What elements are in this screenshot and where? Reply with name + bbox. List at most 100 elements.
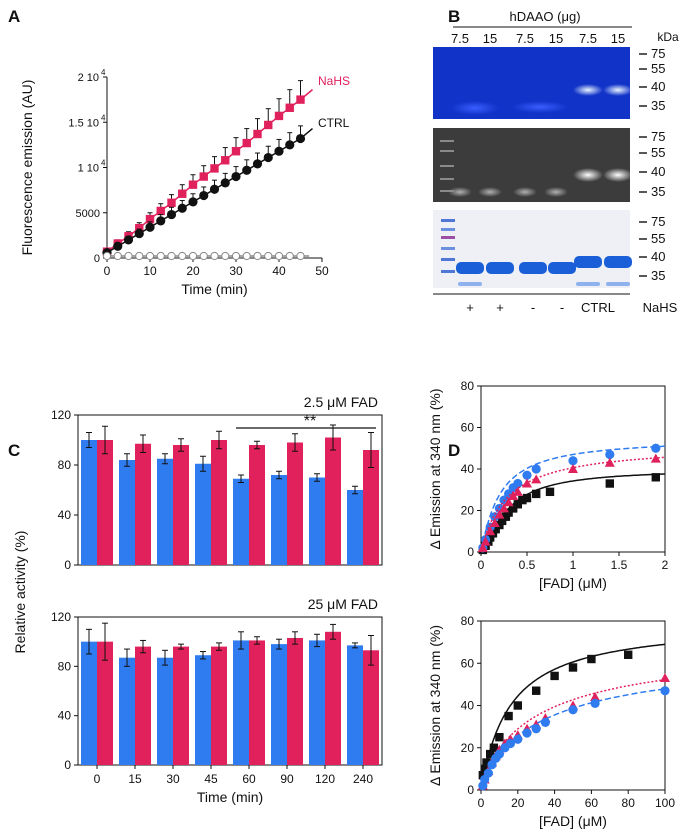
fad-annotation: 25 μM FAD [308,596,378,612]
ladder-band [441,219,455,222]
data-point [199,172,208,181]
y-tick-label: 40 [58,709,72,723]
gel-band [604,256,632,268]
bar-chart-frame [77,414,383,566]
gel-band [512,101,568,113]
bar-ctrl [81,440,97,565]
data-point [296,251,305,261]
data-point [221,156,230,165]
ladder-band [441,258,455,261]
x-tick-label: 20 [511,796,525,810]
data-point [166,209,177,220]
data-point [210,251,219,261]
data-point [605,449,615,460]
gel-band-bright [603,168,633,182]
x-tick-label: 100 [655,796,675,810]
data-point [156,216,166,226]
data-point [178,189,187,198]
y-tick-exponent: 4 [101,159,106,168]
data-point [545,487,555,497]
y-tick-label: 80 [461,614,475,628]
gel-band [548,262,576,274]
y-tick-label: 1.5 10 [68,117,99,129]
panel-letter-d: D [448,441,460,460]
x-tick-label: 240 [353,772,373,786]
bar-nahs [287,637,303,765]
data-point [512,486,523,496]
data-point [532,686,541,695]
data-point [264,120,273,130]
data-point [505,738,516,749]
x-tick-label: 20 [186,264,200,278]
data-point [221,251,230,261]
gel-band-bright [573,168,603,182]
panel-letter-c: C [8,441,20,460]
x-tick-label: 15 [128,772,142,786]
x-tick-label: 90 [280,772,294,786]
ladder-band [440,165,454,167]
data-point [624,650,633,659]
data-point [522,470,532,480]
data-point [231,147,241,156]
ladder-band [441,270,455,273]
data-point [522,728,532,738]
bar-nahs [97,440,113,565]
bar-nahs [135,646,151,765]
x-tick-label: 10 [143,264,157,278]
data-point [264,251,273,261]
data-point [568,663,578,672]
data-point [145,222,155,232]
bar-nahs [325,631,341,765]
data-point [188,251,198,261]
x-axis-label: Time (min) [197,789,263,805]
gel-band-faint [448,187,472,197]
data-point [220,178,230,188]
x-tick-label: 45 [204,772,218,786]
data-point [489,743,499,752]
data-point [188,197,198,207]
x-axis-label: [FAD] (μM) [539,813,607,829]
x-tick-label: 120 [315,772,335,786]
gel-band-faint [478,187,502,197]
data-point [102,251,112,261]
fit-curve-magenta [480,456,665,553]
gel-3 [433,210,630,288]
panel-letter-a: A [8,7,20,26]
ladder-band [440,190,454,192]
gel-band-faint [544,187,568,197]
x-axis-label: [FAD] (μM) [539,575,607,591]
lane-amount-label: 15 [611,31,625,46]
ladder-band [441,247,455,250]
y-axis-label: Relative activity (%) [12,531,28,654]
data-point [145,251,155,261]
data-point [135,223,144,233]
bar-nahs [287,442,303,565]
gel-band [456,262,484,274]
gel-band-bright [573,84,603,96]
bar-ctrl [271,644,287,765]
x-tick-label: 0.5 [519,558,536,572]
bar-nahs [211,440,227,565]
gel-band-faint [606,282,630,286]
data-point [242,251,251,261]
significance-stars: ** [304,413,316,430]
gel-band [519,262,547,274]
ladder-band [441,236,455,239]
data-point [231,171,241,182]
data-point [274,111,284,121]
panel-b-gel-images: hDAAO (μg)7.5 15 7.5 15 7.5 15 kDa755540357555… [433,9,679,315]
y-axis-label: Δ Emission at 340 nm (%) [427,388,443,549]
ladder-band [440,140,454,142]
treatment-label: + [496,300,504,315]
marker-label: 40 [651,249,665,264]
bar-ctrl [347,645,363,765]
legend-ctrl: CTRL [318,116,350,130]
gel-band-faint [576,282,600,286]
data-point [651,443,661,453]
bar-ctrl [233,478,249,565]
y-axis-label: Fluorescence emission (AU) [19,80,35,256]
panel-letter-b: B [448,7,460,26]
bar-nahs [211,646,227,765]
data-point [124,251,133,261]
